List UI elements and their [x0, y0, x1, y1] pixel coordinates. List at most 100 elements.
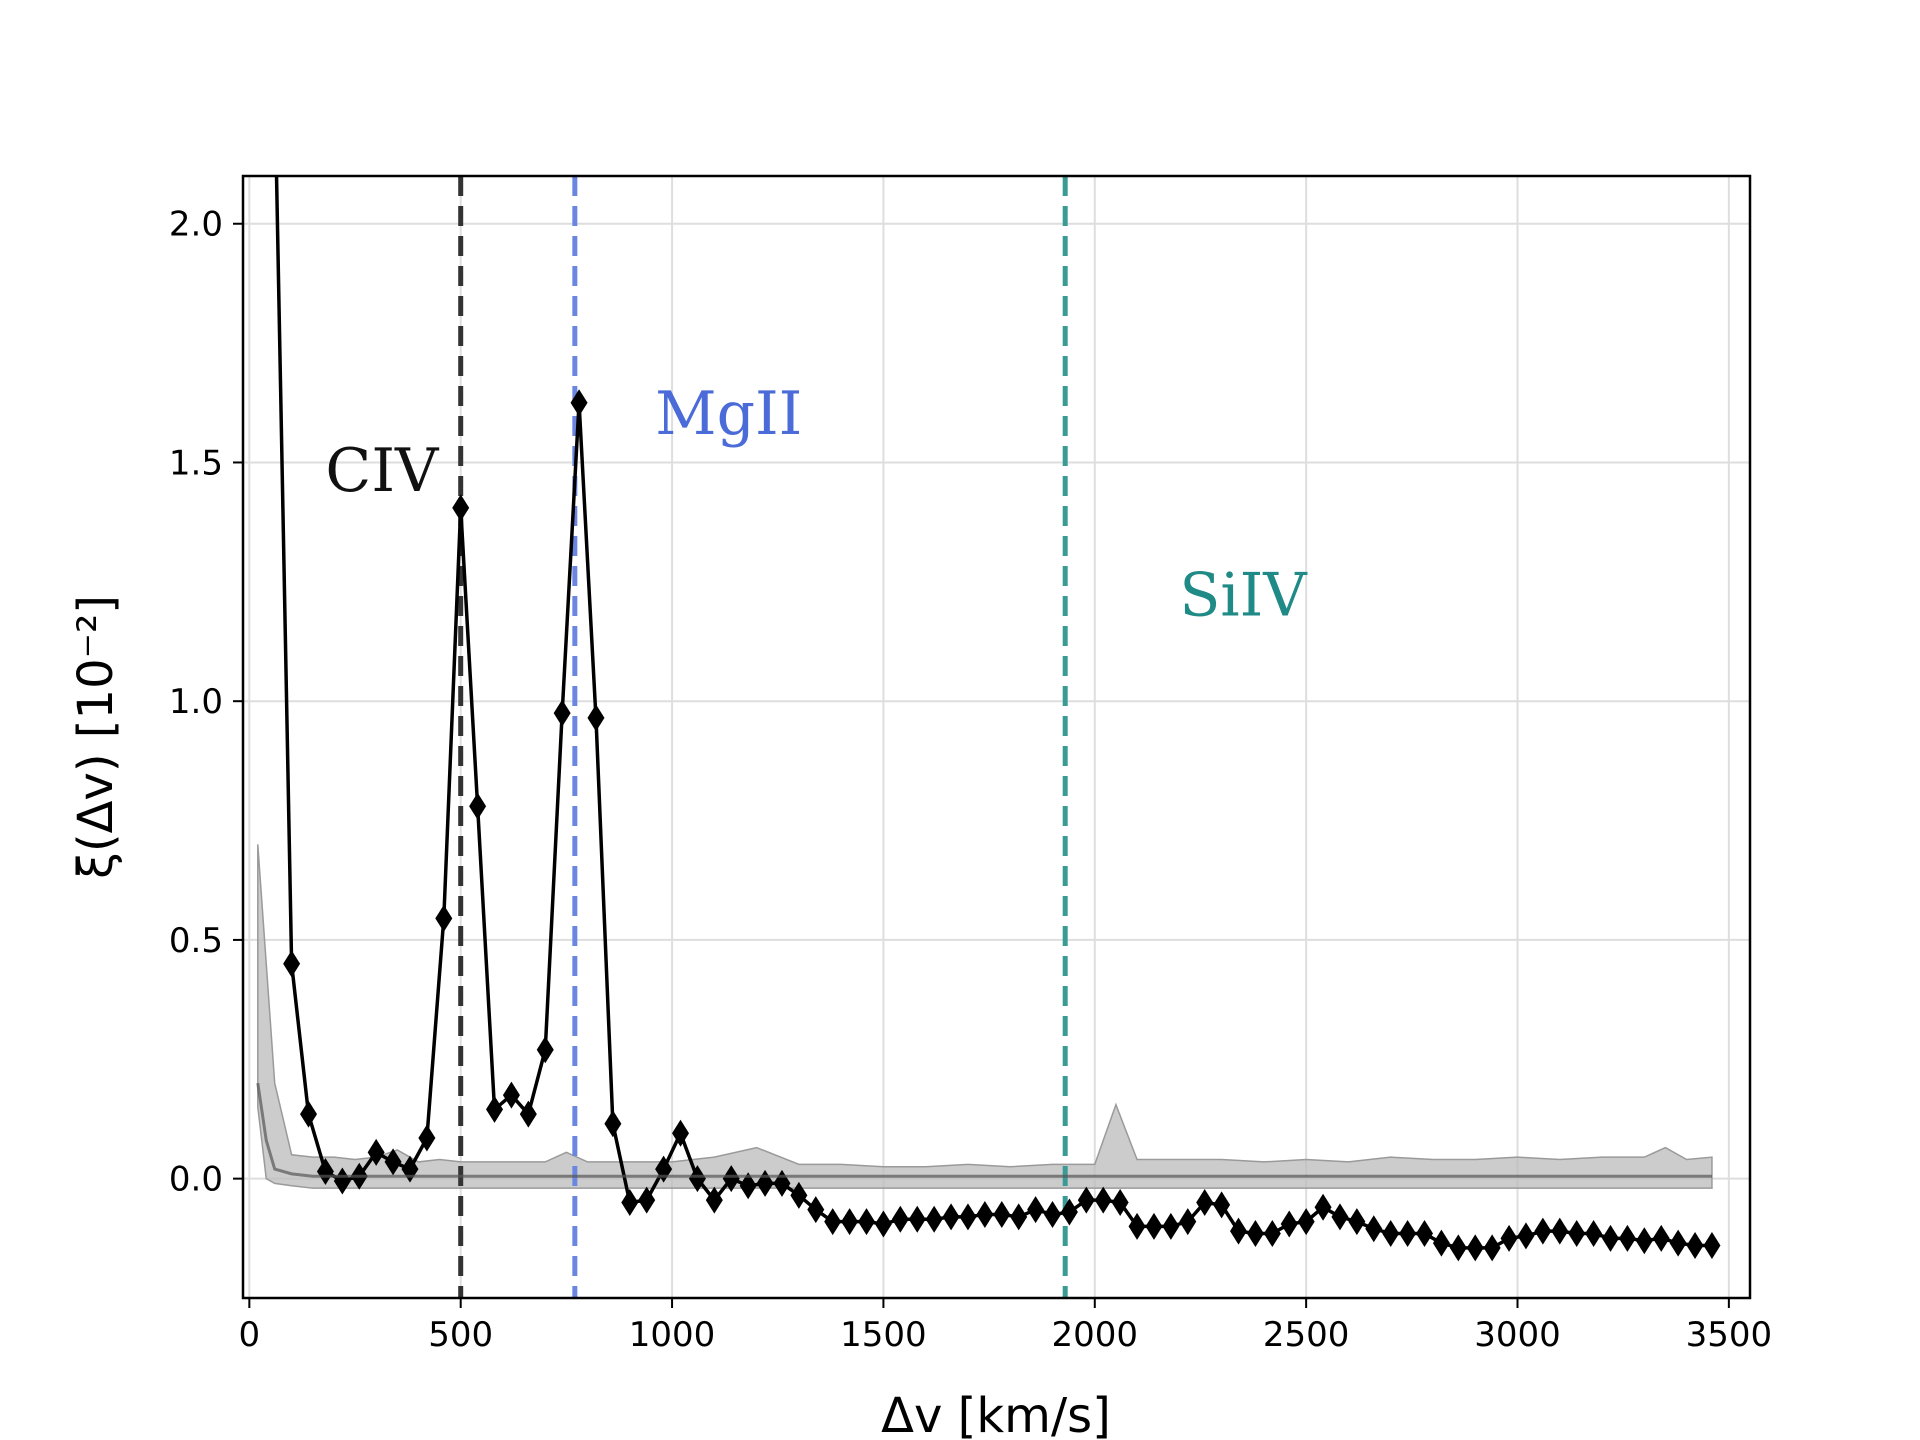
data-point	[536, 1036, 554, 1064]
plot-area	[256, 176, 1721, 1298]
data-point	[1246, 1220, 1264, 1248]
data-point	[824, 1208, 842, 1236]
data-point	[1416, 1220, 1434, 1248]
data-point	[1517, 1222, 1535, 1250]
label-mgii: MgII	[655, 379, 802, 449]
x-tick-label: 1500	[840, 1315, 927, 1355]
annotations: CIV MgII SiIV	[325, 379, 1308, 630]
data-point	[1449, 1234, 1467, 1262]
label-civ: CIV	[325, 436, 440, 506]
data-point	[1483, 1234, 1501, 1262]
x-tick-label: 1000	[629, 1315, 716, 1355]
data-point	[739, 1172, 757, 1200]
y-tick-label: 2.0	[169, 205, 223, 245]
data-point	[722, 1165, 740, 1193]
data-point	[1044, 1200, 1062, 1228]
data-point	[1077, 1186, 1095, 1214]
data-point	[1602, 1224, 1620, 1252]
data-point	[705, 1186, 723, 1214]
data-point	[638, 1186, 656, 1214]
data-point	[1585, 1220, 1603, 1248]
data-point	[1213, 1191, 1231, 1219]
data-point	[1060, 1198, 1078, 1226]
data-point	[1280, 1210, 1298, 1238]
grid	[243, 176, 1750, 1298]
y-tick-label: 0.0	[169, 1160, 223, 1200]
data-point	[604, 1110, 622, 1138]
data-point	[1618, 1224, 1636, 1252]
data-point	[367, 1138, 385, 1166]
data-point	[672, 1119, 690, 1147]
x-axis-label: Δv [km/s]	[881, 1388, 1111, 1440]
data-point	[621, 1189, 639, 1217]
data-point	[942, 1203, 960, 1231]
data-point	[925, 1205, 943, 1233]
data-point	[959, 1203, 977, 1231]
data-point	[841, 1208, 859, 1236]
random-band	[257, 844, 1713, 1189]
data-point	[570, 389, 588, 417]
data-point	[891, 1205, 909, 1233]
plot-frame	[241, 174, 1752, 1300]
data-point	[688, 1165, 706, 1193]
data-point	[418, 1124, 436, 1152]
data-point	[1297, 1208, 1315, 1236]
data-point	[486, 1095, 504, 1123]
data-point	[384, 1148, 402, 1176]
data-point	[1365, 1215, 1383, 1243]
data-point	[1669, 1229, 1687, 1257]
data-point	[502, 1081, 520, 1109]
data-point	[1111, 1189, 1129, 1217]
data-point	[1179, 1208, 1197, 1236]
x-tick-label: 3000	[1474, 1315, 1561, 1355]
random-mean-line	[256, 1082, 1712, 1178]
data-point	[1635, 1227, 1653, 1255]
data-point	[908, 1205, 926, 1233]
x-tick-label: 3500	[1686, 1315, 1773, 1355]
data-point	[469, 792, 487, 820]
data-point	[435, 904, 453, 932]
x-tick-label: 2500	[1263, 1315, 1350, 1355]
x-tick-label: 500	[428, 1315, 493, 1355]
data-point	[1094, 1186, 1112, 1214]
data-point	[452, 494, 470, 522]
data-point	[1331, 1203, 1349, 1231]
y-tick-label: 0.5	[169, 921, 223, 961]
data-point	[790, 1181, 808, 1209]
data-point	[1145, 1212, 1163, 1240]
y-axis-label: ξ(Δv) [10⁻²]	[68, 595, 124, 879]
data-point	[283, 950, 301, 978]
data-point	[1027, 1196, 1045, 1224]
data-point	[1500, 1224, 1518, 1252]
data-point	[1010, 1203, 1028, 1231]
data-point	[1432, 1229, 1450, 1257]
x-tick-label: 2000	[1052, 1315, 1139, 1355]
data-point	[976, 1200, 994, 1228]
data-point	[333, 1167, 351, 1195]
data-point	[1348, 1208, 1366, 1236]
data-point	[587, 704, 605, 732]
data-point	[874, 1210, 892, 1238]
data-point	[316, 1157, 334, 1185]
data-point	[1703, 1231, 1721, 1259]
data-point	[519, 1100, 537, 1128]
y-tick-label: 1.5	[169, 443, 223, 483]
x-tick-label: 0	[239, 1315, 261, 1355]
data-point	[1568, 1220, 1586, 1248]
data-point	[993, 1200, 1011, 1228]
data-point	[1162, 1212, 1180, 1240]
data-point	[1128, 1212, 1146, 1240]
xi-series-line	[274, 176, 1712, 1250]
data-point	[807, 1196, 825, 1224]
data-point	[1652, 1224, 1670, 1252]
data-point	[1196, 1189, 1214, 1217]
y-tick-label: 1.0	[169, 682, 223, 722]
data-point	[1551, 1217, 1569, 1245]
data-point	[1686, 1231, 1704, 1259]
data-point	[1399, 1220, 1417, 1248]
data-point	[1382, 1220, 1400, 1248]
data-point	[1230, 1217, 1248, 1245]
data-point	[1314, 1193, 1332, 1221]
data-point	[1466, 1234, 1484, 1262]
